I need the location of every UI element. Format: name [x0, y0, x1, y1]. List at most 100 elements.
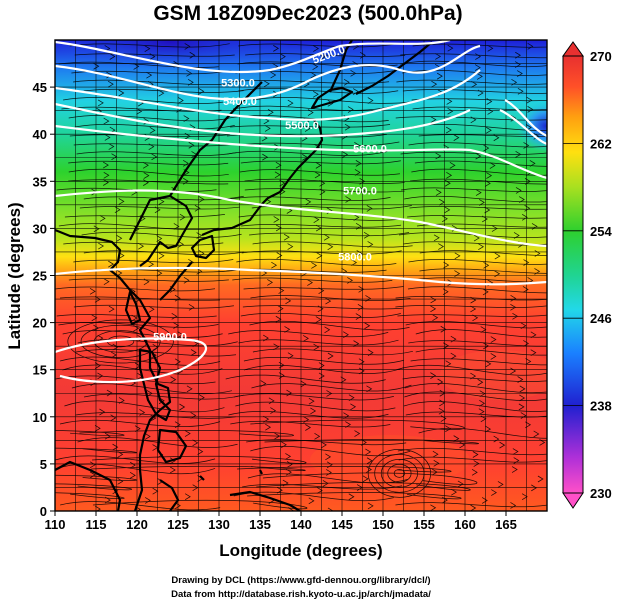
streamline-arrow — [286, 461, 293, 468]
streamline-arrow — [357, 303, 364, 311]
streamline — [407, 215, 547, 219]
streamline-arrow — [445, 425, 452, 433]
streamline-arrow — [365, 295, 372, 302]
streamline-arrow — [347, 277, 354, 284]
streamline-arrow — [149, 127, 156, 134]
streamline — [418, 427, 547, 439]
streamline-arrow — [473, 234, 480, 242]
streamline-arrow — [178, 241, 185, 248]
y-tick-label: 45 — [33, 80, 47, 95]
streamline — [55, 375, 216, 385]
streamline — [395, 502, 547, 508]
streamline — [73, 304, 234, 309]
credit-data: Data from http://database.rish.kyoto-u.a… — [171, 589, 431, 600]
contour-5600 — [55, 124, 547, 180]
streamline — [410, 358, 547, 366]
streamline-arrow — [364, 322, 371, 330]
streamline — [60, 501, 221, 511]
contour-label: 5700.0 — [343, 186, 377, 198]
streamline — [244, 188, 405, 193]
streamline-arrow — [274, 432, 281, 440]
streamline-arrow — [314, 433, 321, 440]
streamline-arrow — [118, 198, 125, 205]
streamline-arrow — [94, 505, 101, 511]
streamline — [408, 258, 547, 265]
streamline-arrow — [343, 331, 349, 339]
streamline-arrow — [265, 423, 272, 431]
streamline-arrow — [451, 488, 457, 496]
streamline-arrow — [267, 108, 274, 116]
streamline — [239, 169, 400, 176]
streamline-arrow — [314, 171, 321, 179]
contour-label: 5600.0 — [353, 143, 387, 155]
streamline-arrow — [267, 279, 274, 286]
streamline-arrow — [476, 73, 483, 80]
streamline-arrow — [268, 397, 275, 405]
streamline — [55, 474, 137, 481]
streamline — [55, 455, 216, 464]
streamline-arrow — [525, 421, 532, 429]
streamline-arrow — [118, 89, 125, 97]
contour-5300 — [55, 44, 547, 146]
colorbar-label: 262 — [590, 136, 612, 151]
streamline-arrow — [491, 489, 497, 496]
streamline-arrow — [342, 151, 349, 158]
streamline-arrow — [144, 45, 151, 53]
streamline — [230, 124, 391, 128]
streamline-arrow — [525, 358, 532, 365]
y-tick-label: 10 — [33, 410, 47, 425]
streamline-arrow — [533, 430, 540, 438]
streamline-arrow — [99, 215, 106, 222]
streamline-arrow — [481, 215, 488, 223]
streamline-arrow — [104, 432, 111, 440]
streamline-arrow — [522, 286, 529, 293]
streamline-arrow — [534, 250, 541, 257]
streamline-arrow — [471, 81, 478, 88]
streamline-arrow — [435, 189, 442, 196]
streamline-arrow — [304, 125, 311, 132]
streamline-arrow — [457, 480, 464, 488]
streamline-arrow — [355, 313, 362, 320]
streamline-arrow — [510, 502, 517, 509]
streamline-arrow — [156, 235, 163, 242]
colorbar: 270 262 254 246 238 230 — [562, 41, 612, 509]
streamline-arrow — [108, 260, 115, 268]
streamline-arrow — [431, 80, 438, 88]
streamline — [228, 330, 389, 338]
streamline — [252, 241, 413, 248]
streamline-arrow — [117, 477, 124, 485]
streamline — [58, 61, 219, 68]
streamline-arrow — [264, 125, 271, 132]
streamline-arrow — [171, 312, 178, 320]
streamline-arrow — [315, 162, 322, 169]
streamline-arrow — [129, 472, 136, 479]
coast-ryukyu — [159, 261, 193, 301]
streamline-arrow — [510, 367, 517, 375]
streamline-arrow — [102, 161, 109, 169]
streamline-arrow — [148, 305, 155, 313]
streamline — [55, 483, 132, 491]
coast-manchuria — [169, 81, 263, 197]
streamline-arrow — [353, 214, 360, 221]
streamline-arrow — [354, 169, 361, 176]
streamline-arrow — [343, 78, 350, 86]
streamline-arrow — [117, 451, 124, 458]
streamline-arrow — [158, 89, 165, 97]
streamline-arrow — [169, 457, 176, 465]
streamline — [407, 286, 547, 294]
streamline-arrow — [313, 216, 320, 223]
streamline — [419, 250, 547, 256]
streamline-arrow — [262, 153, 269, 161]
streamline-arrow — [116, 234, 123, 242]
streamline-arrow — [170, 376, 177, 383]
contour-5700 — [55, 189, 547, 248]
streamline-arrow — [323, 234, 330, 241]
streamline-arrow — [182, 160, 189, 167]
streamline-arrow — [471, 469, 478, 476]
streamline-arrow — [150, 414, 157, 422]
streamline-arrow — [470, 504, 477, 511]
streamline-arrow — [359, 51, 366, 59]
streamline-arrow — [513, 232, 520, 239]
coast-new-guinea — [229, 490, 301, 511]
streamline — [230, 196, 391, 201]
